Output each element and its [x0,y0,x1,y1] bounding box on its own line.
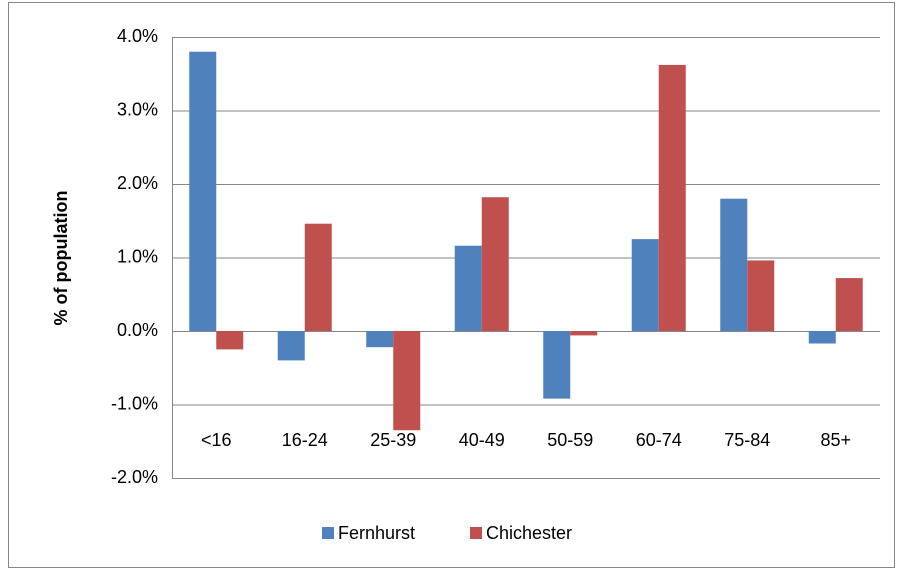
legend-label: Fernhurst [338,523,415,543]
legend-label: Chichester [486,523,572,543]
bar [277,331,305,361]
legend-swatch [470,527,482,539]
y-tick-label: 0.0% [117,320,158,340]
bar [543,331,571,399]
y-tick-label: 1.0% [117,246,158,266]
bar [481,197,509,331]
bar [366,331,394,348]
y-tick-label: 4.0% [117,26,158,46]
bar [808,331,836,344]
y-tick-label: -1.0% [111,393,158,413]
bar [747,260,775,331]
bar [189,51,217,331]
bar [631,239,659,331]
bar [393,331,421,431]
bar [835,278,863,331]
bar [658,64,686,332]
bar [720,198,748,331]
x-tick-label: 16-24 [282,430,328,450]
bar [304,223,332,331]
y-axis-label: % of population [51,191,71,326]
x-tick-label: <16 [201,430,232,450]
bar [570,331,598,336]
bar [454,245,482,331]
x-tick-label: 60-74 [636,430,682,450]
bar [216,331,244,350]
y-tick-label: 3.0% [117,99,158,119]
x-tick-label: 85+ [820,430,851,450]
x-tick-label: 50-59 [547,430,593,450]
x-tick-label: 40-49 [459,430,505,450]
x-tick-label: 75-84 [724,430,770,450]
legend-swatch [322,527,334,539]
x-tick-label: 25-39 [370,430,416,450]
y-tick-label: 2.0% [117,173,158,193]
y-tick-label: -2.0% [111,467,158,487]
